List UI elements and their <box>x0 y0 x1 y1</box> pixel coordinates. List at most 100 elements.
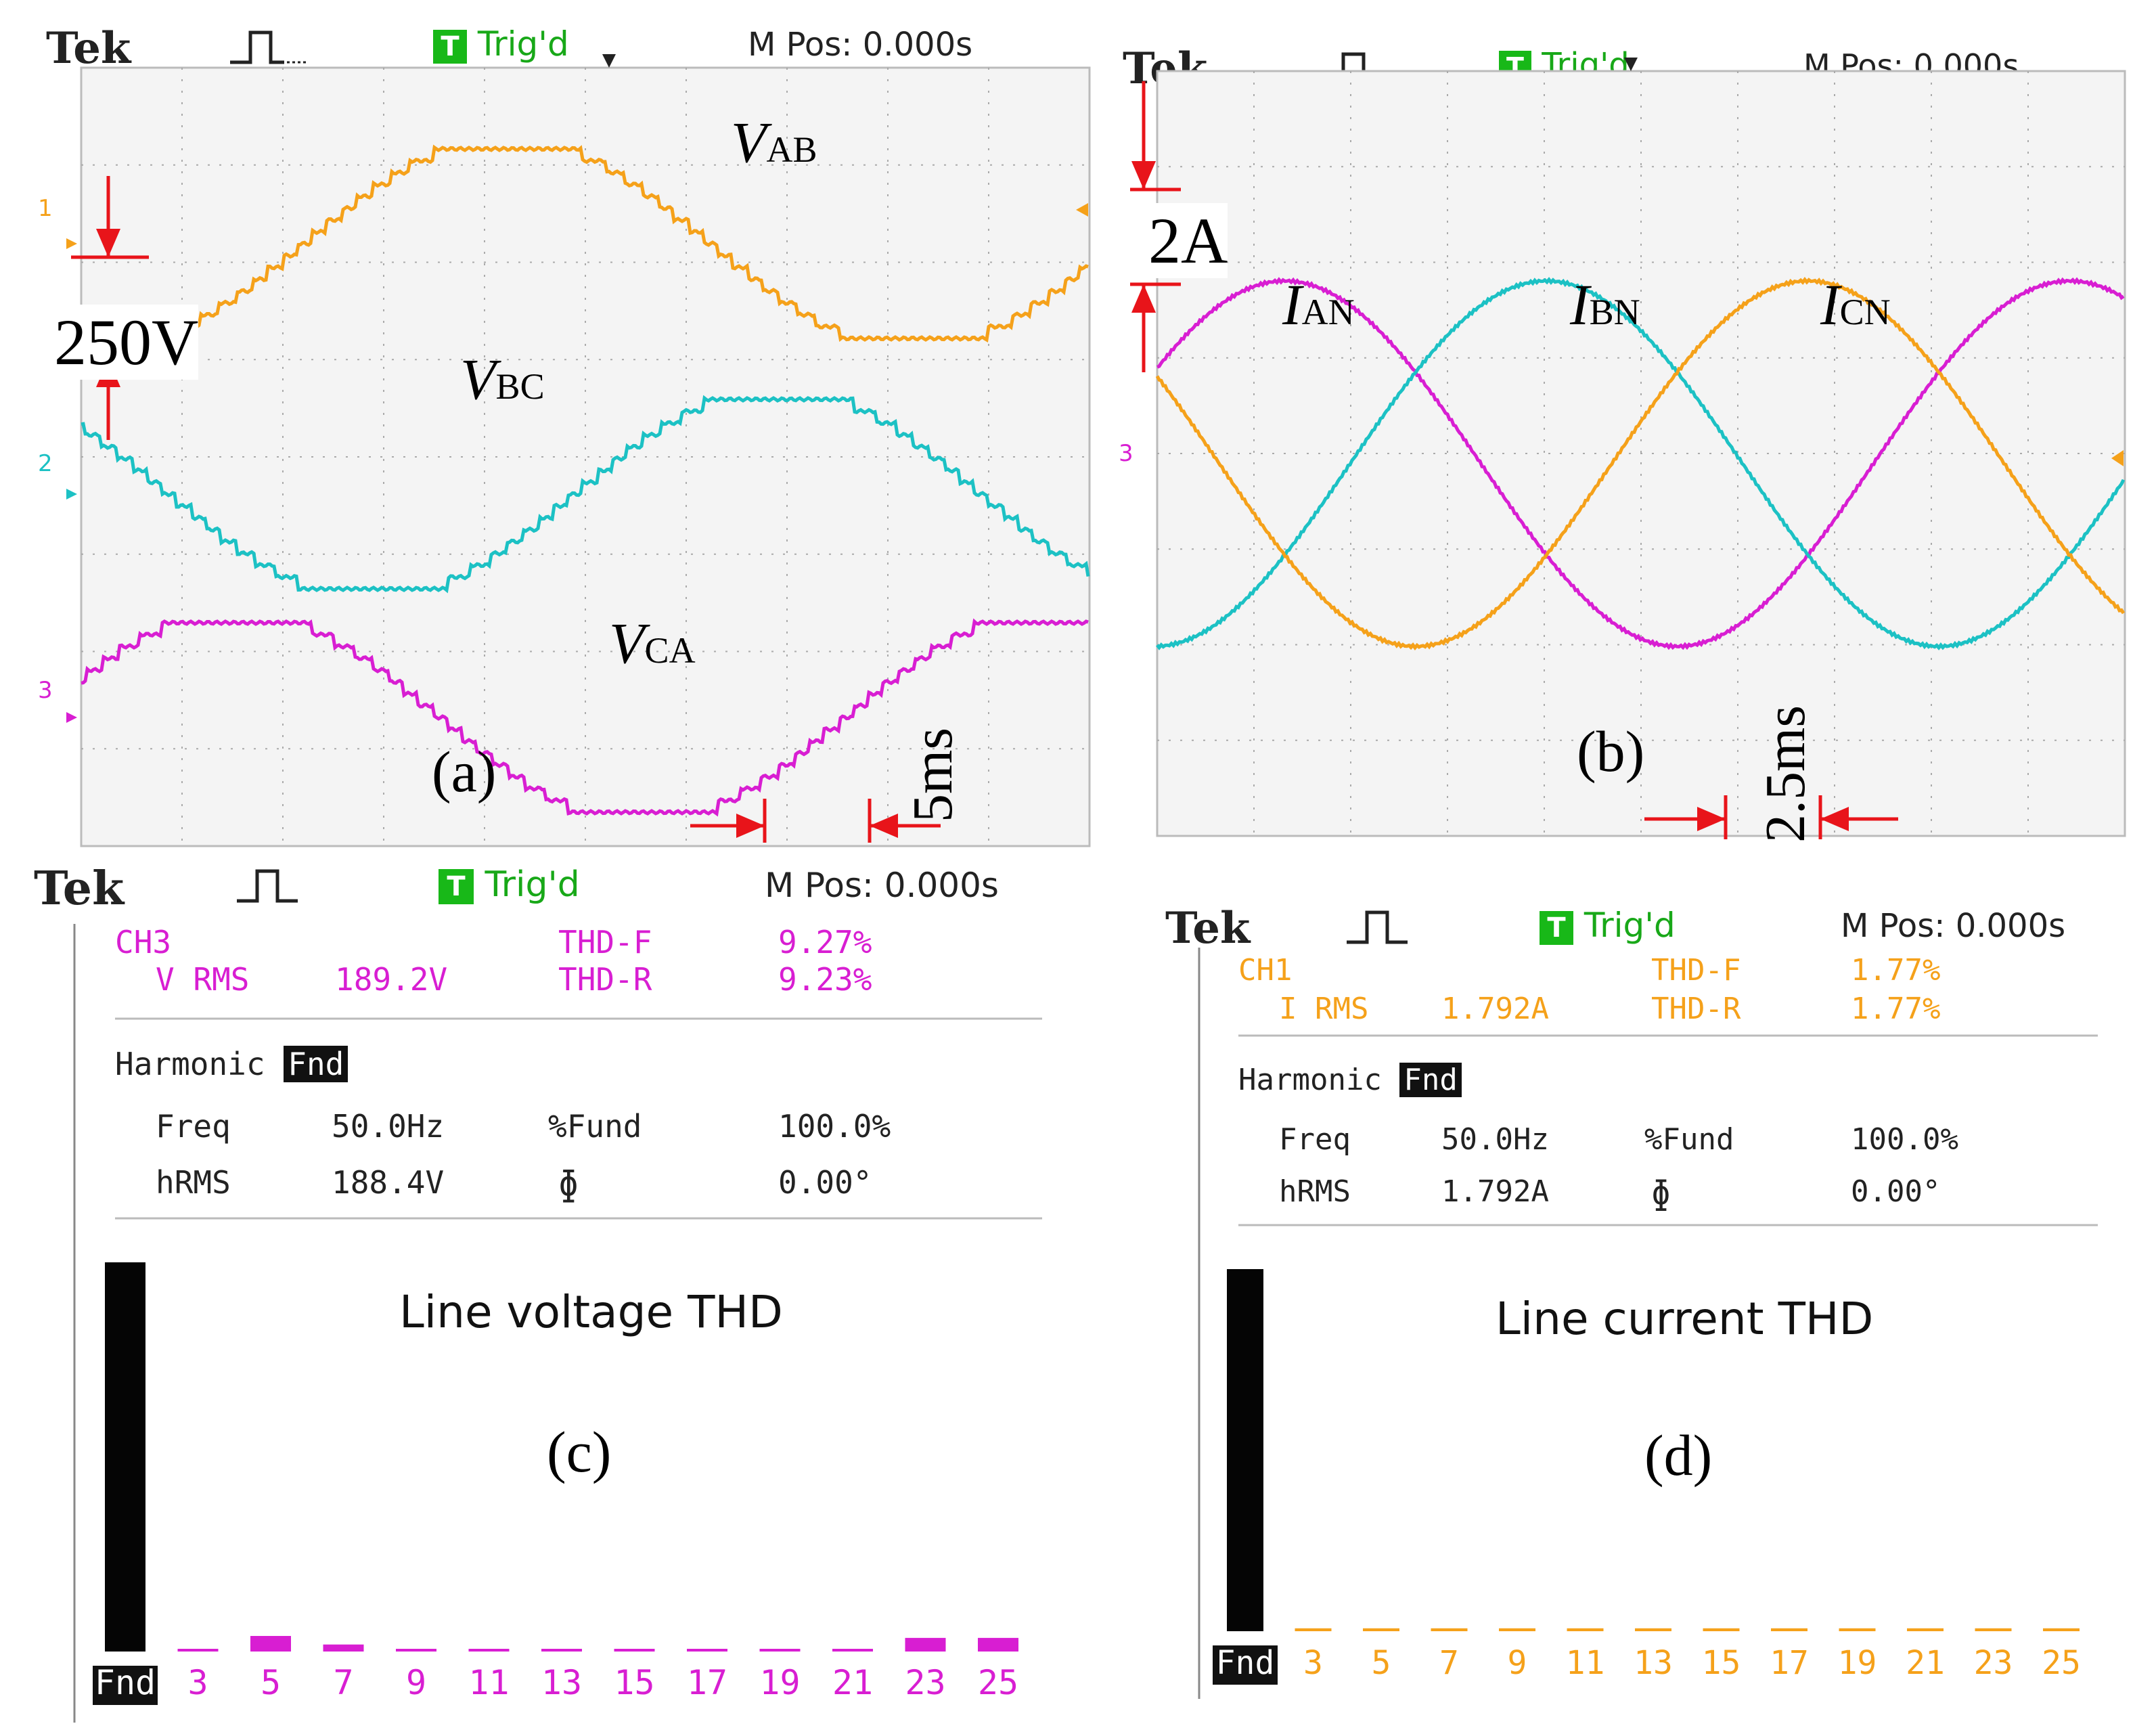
thdr-value: 9.23% <box>778 961 872 998</box>
harmonic-bar-15 <box>1703 1628 1740 1631</box>
harmonic-bar-fnd <box>105 1262 145 1652</box>
harmonic-tick-label: 9 <box>1508 1644 1527 1682</box>
scale-arrow-head <box>736 814 765 838</box>
harmonic-bar-25 <box>2043 1628 2080 1631</box>
thdf-value: 1.77% <box>1851 953 1941 988</box>
freq-label: Freq <box>1279 1122 1351 1157</box>
freq-value: 50.0Hz <box>332 1108 445 1145</box>
harmonic-bar-3 <box>177 1649 219 1652</box>
harmonic-tick-label: Fnd <box>1216 1644 1275 1682</box>
harmonic-tick-label: 13 <box>1634 1644 1673 1682</box>
phase-label: ɸ <box>558 1164 579 1203</box>
brand-logo: Tek <box>46 23 131 74</box>
harmonic-tick-label: 23 <box>905 1663 945 1702</box>
voltage-scale-label: 250V <box>54 305 199 380</box>
ch-marker-b: 3 <box>1119 440 1133 467</box>
trigger-position-icon <box>602 54 616 68</box>
harmonic-tick-label: 21 <box>832 1663 873 1702</box>
harmonic-tick-label: 3 <box>187 1663 208 1702</box>
ch2-marker: 2 <box>38 450 53 477</box>
scope-screen-a <box>66 54 1091 847</box>
harmonic-tick-label: 11 <box>468 1663 509 1702</box>
ch3-marker: 3 <box>38 677 53 704</box>
m-pos-readout: M Pos: 0.000s <box>765 866 999 905</box>
chart-caption: Line voltage THD <box>399 1286 783 1338</box>
trig-status: Trig'd <box>477 24 569 64</box>
scale-arrow-head <box>870 814 898 838</box>
thdf-label: THD-F <box>1651 953 1741 988</box>
trace-vca <box>81 618 1089 817</box>
harmonics-screen-d: Fnd 3 5 7 9 11 13 15 17 19 21 23 25 <box>1198 948 2098 1699</box>
hrms-label: hRMS <box>156 1164 231 1201</box>
harmonic-bar-5 <box>1363 1628 1399 1631</box>
harmonic-selector[interactable]: Fnd <box>284 1046 349 1082</box>
panel-b-phase-currents: Tek T Trig'd M Pos: 0.000s IAN IBN ICN 2… <box>1119 41 2135 846</box>
panel-label-b: (b) <box>1577 719 1645 784</box>
panel-c-voltage-thd: Tek T Trig'd M Pos: 0.000s Fnd 3 5 7 9 11 13 15… <box>34 856 1103 1723</box>
harmonic-bar-23 <box>905 1637 946 1652</box>
ch1-marker: 1 <box>38 195 53 222</box>
thdr-label: THD-R <box>1651 992 1741 1026</box>
channel-label: CH3 <box>115 924 172 960</box>
scale-arrow-head <box>1131 161 1156 190</box>
thdr-value: 1.77% <box>1851 992 1941 1026</box>
label-ian: IAN <box>1282 272 1355 337</box>
trig-status-icon: T <box>1540 910 1573 945</box>
harmonic-tick-label: 13 <box>541 1663 582 1702</box>
fund-label: %Fund <box>1644 1122 1734 1157</box>
harmonic-tick-label: 19 <box>759 1663 800 1702</box>
scale-arrow-head <box>1131 284 1156 313</box>
rms-label: V RMS <box>156 961 250 998</box>
phase-value: 0.00° <box>1851 1174 1941 1209</box>
fnd-label-background <box>93 1666 158 1705</box>
time-scale-label-a: 5ms <box>901 727 964 822</box>
harmonic-bar-5 <box>250 1636 291 1652</box>
harmonic-tick-label: 5 <box>261 1663 281 1702</box>
harmonic-bar-19 <box>1839 1628 1876 1631</box>
label-vca: VCA <box>609 611 696 675</box>
trigger-level-marker <box>2111 450 2124 466</box>
trigger-position-icon <box>1624 58 1638 71</box>
harmonic-tick-label: 25 <box>2042 1644 2081 1682</box>
channel-ground-marker <box>66 489 77 500</box>
current-scale-label: 2A <box>1148 203 1228 278</box>
harmonic-selector[interactable]: Fnd <box>1399 1063 1462 1097</box>
freq-value: 50.0Hz <box>1441 1122 1549 1157</box>
fund-label: %Fund <box>548 1108 642 1145</box>
harmonic-tick-label: 25 <box>978 1663 1018 1702</box>
phase-label: ɸ <box>1651 1174 1671 1212</box>
scale-arrow-head <box>1697 807 1726 831</box>
harmonic-bar-17 <box>1771 1628 1807 1631</box>
harmonic-bar-7 <box>323 1644 364 1652</box>
chart-caption: Line current THD <box>1496 1293 1874 1345</box>
phase-value: 0.00° <box>778 1164 872 1201</box>
harmonic-tick-label: 7 <box>333 1663 353 1702</box>
fnd-label-background <box>1213 1645 1278 1685</box>
panel-label-d: (d) <box>1644 1423 1713 1488</box>
harmonic-bar-21 <box>1907 1628 1944 1631</box>
harmonic-tick-label: 21 <box>1906 1644 1945 1682</box>
harmonic-label: Harmonic Fnd <box>1238 1063 1462 1097</box>
time-scale-label-b: 2.5ms <box>1754 705 1817 843</box>
panel-label-a: (a) <box>432 739 497 804</box>
rms-value: 189.2V <box>335 961 448 998</box>
rms-value: 1.792A <box>1441 992 1549 1026</box>
channel-ground-marker <box>66 238 77 249</box>
harmonic-bar-25 <box>978 1637 1018 1652</box>
rms-label: I RMS <box>1279 992 1369 1026</box>
panel-a-line-voltages: Tek T Trig'd M Pos: 0.000s VAB VBC VCA 2… <box>38 20 1096 847</box>
panel-label-c: (c) <box>547 1419 612 1484</box>
harmonics-screen-c: Fnd 3 5 7 9 11 13 15 17 19 21 23 25 <box>73 924 1042 1723</box>
channel-ground-marker <box>66 712 77 723</box>
brand-logo: Tek <box>1165 903 1251 954</box>
fund-value: 100.0% <box>1851 1122 1958 1157</box>
brand-logo: Tek <box>34 862 125 916</box>
trace-ibn <box>1156 277 2126 650</box>
thdf-label: THD-F <box>558 924 652 960</box>
harmonic-bar-15 <box>614 1649 655 1652</box>
hrms-value: 1.792A <box>1441 1174 1549 1209</box>
harmonic-tick-label: 11 <box>1566 1644 1605 1682</box>
freq-label: Freq <box>156 1108 231 1145</box>
trig-status: Trig'd <box>1584 906 1676 945</box>
harmonic-tick-label: 5 <box>1372 1644 1391 1682</box>
